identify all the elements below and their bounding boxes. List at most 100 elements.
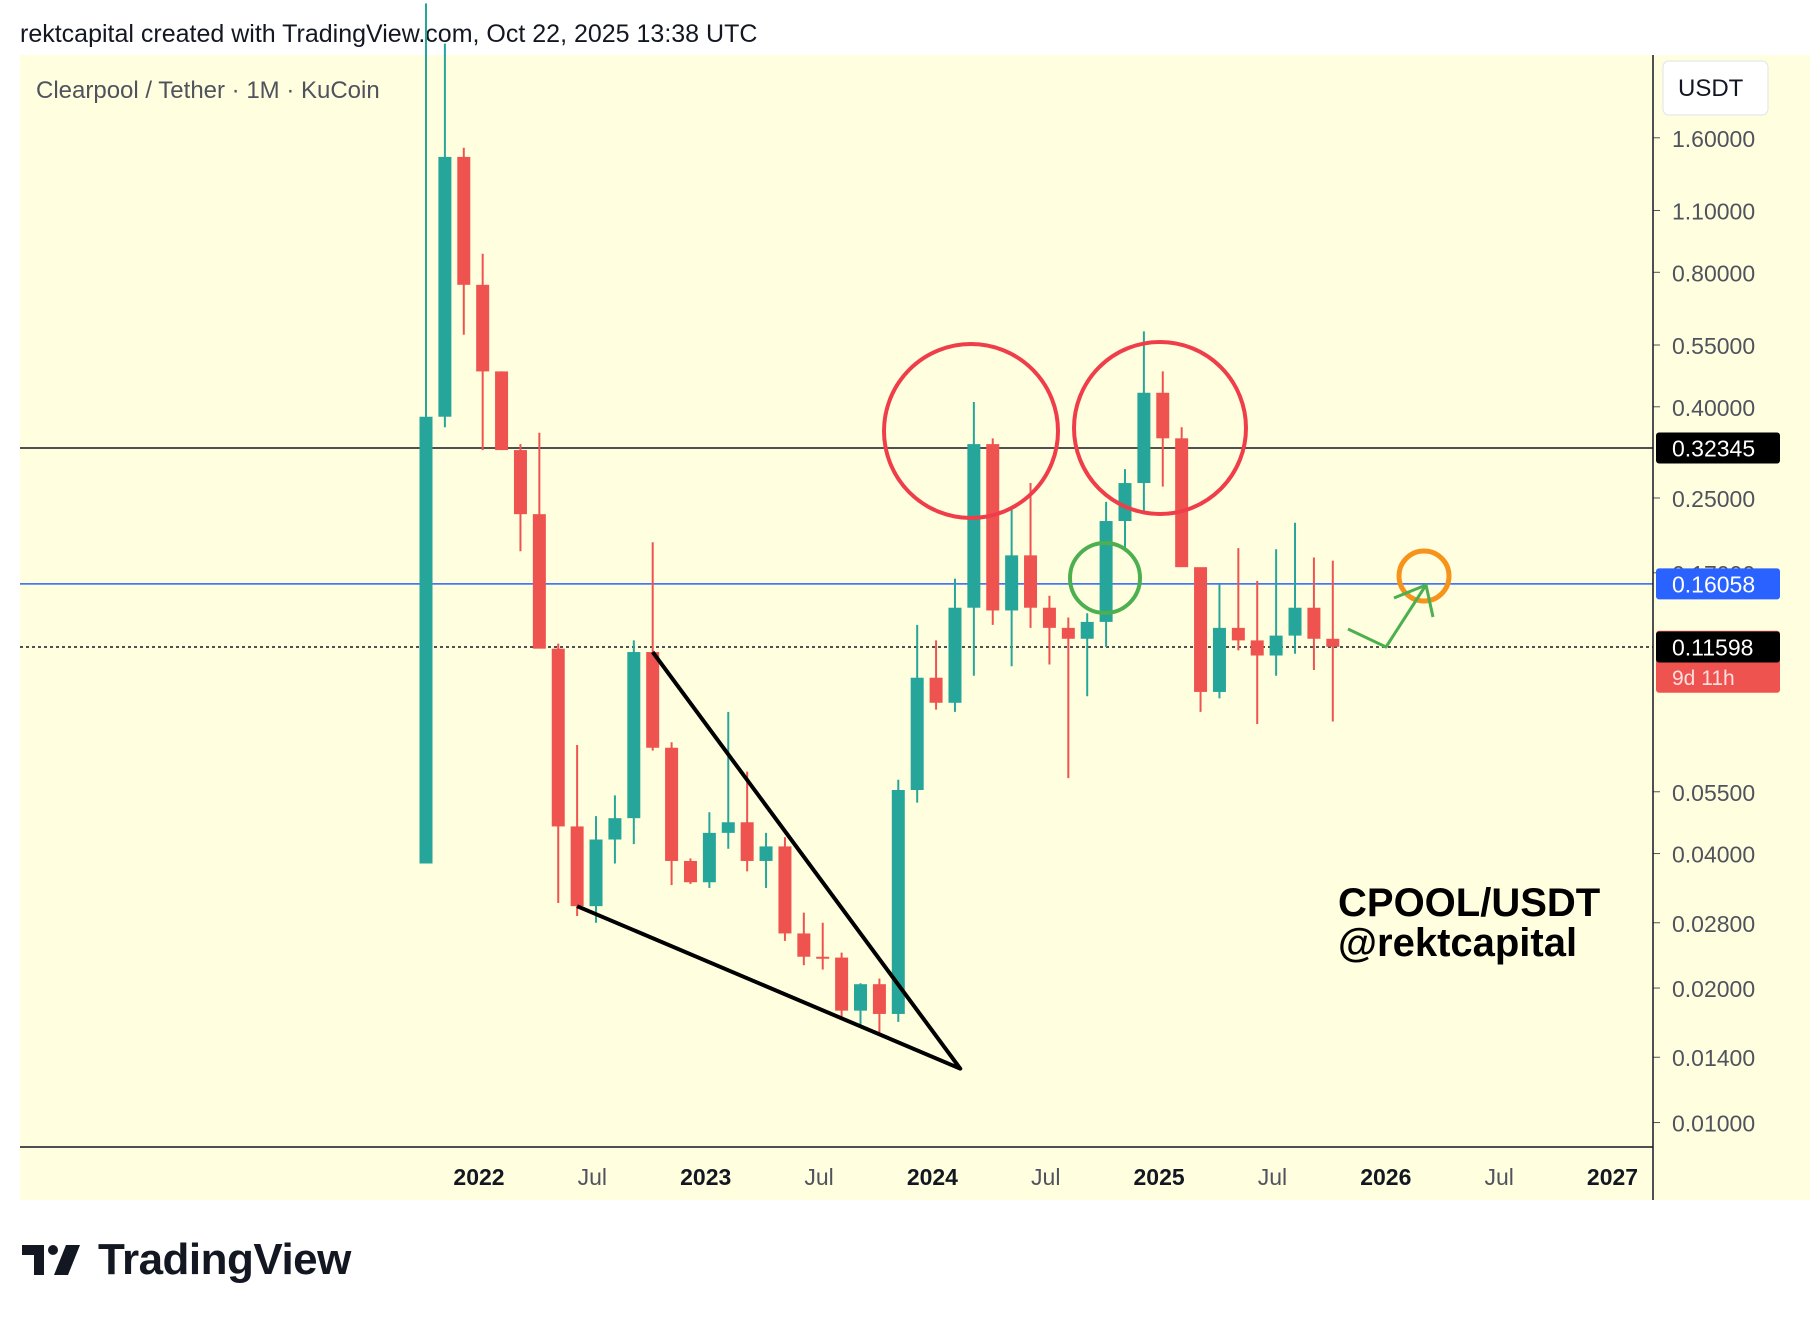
double-top-right-circle (1072, 340, 1248, 516)
candle-body (419, 416, 433, 864)
candle (948, 578, 962, 712)
price-tag: 0.32345 (1656, 432, 1780, 464)
candle (589, 816, 603, 923)
candle (513, 444, 527, 552)
currency-label: USDT (1678, 75, 1744, 102)
candles (419, 3, 1340, 1034)
candle-body (1250, 640, 1264, 656)
breakout-circle (1068, 541, 1142, 615)
candle (910, 624, 924, 803)
double-top-left-circle (882, 342, 1060, 520)
candle (1099, 501, 1113, 647)
candle-body (1137, 392, 1151, 484)
tradingview-brand: TradingView (98, 1235, 351, 1284)
time-tick-label: Jul (1031, 1164, 1060, 1190)
candle-body (1231, 627, 1245, 641)
price-tag-box (1656, 631, 1780, 663)
candle (1288, 522, 1302, 654)
candle-body (1288, 607, 1302, 636)
chart-attribution: rektcapital created with TradingView.com… (20, 20, 758, 48)
target-circle (1396, 548, 1452, 604)
falling-wedge-drawing (576, 650, 963, 1071)
time-tick-label: Jul (1484, 1164, 1513, 1190)
currency-button[interactable]: USDT (1662, 60, 1769, 116)
candle-body (891, 790, 905, 1014)
candle-body (551, 648, 565, 827)
candle (835, 952, 849, 1018)
candle-body (910, 677, 924, 791)
price-tick-label: 1.10000 (1672, 199, 1755, 225)
candle (1156, 371, 1170, 487)
projection-arrowhead (1393, 583, 1435, 618)
time-tick-label: 2026 (1360, 1164, 1411, 1190)
candle-body (1080, 621, 1094, 639)
candle-body (948, 607, 962, 703)
candle-body (1175, 438, 1189, 568)
projection-path (1347, 584, 1428, 649)
price-tick-label: 0.25000 (1672, 486, 1755, 512)
candle-body (1194, 567, 1208, 692)
candle-body (589, 839, 603, 907)
candle-body (1118, 483, 1132, 522)
time-tick-label: Jul (1258, 1164, 1287, 1190)
candle-body (797, 933, 811, 957)
candle (532, 432, 546, 649)
candle (778, 837, 792, 941)
candle-body (665, 747, 679, 861)
candle (1307, 557, 1321, 671)
analyst-drawings (576, 340, 1452, 1071)
candle-body (986, 444, 1000, 611)
candle (1005, 505, 1019, 667)
candle-body (513, 450, 527, 515)
candle-body (1156, 392, 1170, 439)
candle-body (1212, 627, 1226, 692)
candle-body (759, 846, 773, 861)
candle-body (1005, 555, 1019, 611)
price-tick-label: 0.40000 (1672, 395, 1755, 421)
candle-body (1042, 607, 1056, 628)
candle (608, 795, 622, 864)
horizontal-levels (20, 447, 1653, 648)
candle (1080, 613, 1094, 697)
time-tick-label: 2025 (1134, 1164, 1185, 1190)
price-tick-label: 0.02800 (1672, 911, 1755, 937)
candle-body (1024, 555, 1038, 608)
candle (457, 147, 471, 335)
candle-body (532, 514, 546, 649)
candle (986, 438, 1000, 625)
candle-body (872, 984, 886, 1014)
chart-background (20, 55, 1810, 1200)
price-tag: 0.16058 (1656, 568, 1780, 600)
candle-body (495, 371, 509, 451)
time-tick-label: 2023 (680, 1164, 731, 1190)
candle (1212, 584, 1226, 699)
time-tick-label: 2022 (453, 1164, 504, 1190)
candle-body (721, 822, 735, 833)
candle-body (778, 846, 792, 934)
candle (854, 983, 868, 1026)
price-tag-value: 0.16058 (1672, 571, 1755, 597)
candle (1326, 560, 1340, 722)
candle-body (835, 957, 849, 1011)
price-tag-value: 0.11598 (1672, 635, 1753, 661)
time-tick-label: 2024 (907, 1164, 958, 1190)
candle-body (683, 860, 697, 883)
price-tick-label: 0.01000 (1672, 1111, 1755, 1137)
annotation-author: @rektcapital (1338, 921, 1577, 965)
candle (570, 744, 584, 916)
candle-body (702, 832, 716, 883)
candle (721, 711, 735, 849)
candle-body (476, 284, 490, 372)
price-tick-label: 0.80000 (1672, 260, 1755, 286)
candle (495, 371, 509, 451)
time-tick-label: Jul (804, 1164, 833, 1190)
candle (797, 912, 811, 966)
candle (665, 742, 679, 886)
candle-body (570, 826, 584, 907)
time-tick-label: Jul (578, 1164, 607, 1190)
candle (816, 922, 830, 970)
candle (1231, 548, 1245, 651)
time-axis[interactable]: 2022 Jul 2023 Jul 2024 Jul 2025 Jul 2026 Jul 2027 (453, 1164, 1638, 1190)
candle-body (967, 444, 981, 608)
